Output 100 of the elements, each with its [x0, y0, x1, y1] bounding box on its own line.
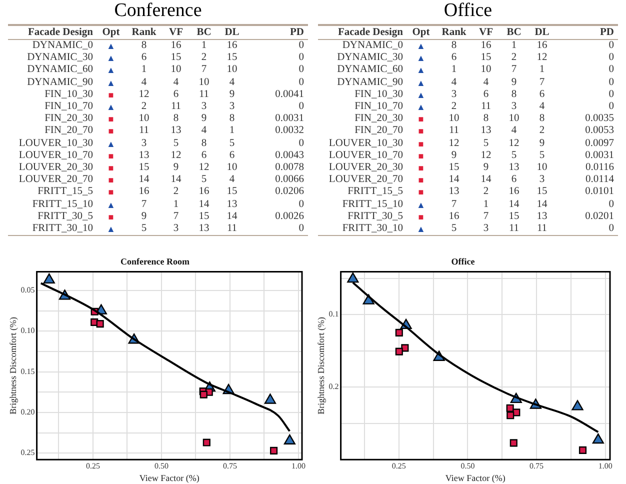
text: 16 — [138, 186, 150, 198]
text: FRITT_15_10 — [342, 198, 403, 210]
text: 14 — [170, 174, 182, 186]
text: 1 — [229, 125, 235, 136]
text: 13 — [536, 210, 548, 222]
text: 11 — [170, 101, 182, 112]
y-tick-label: 0.10 — [20, 326, 35, 336]
text: 11 — [508, 223, 520, 234]
text: 11 — [138, 125, 150, 136]
text: DYNAMIC_90 — [337, 76, 403, 88]
chart-title: Conference Room — [120, 256, 190, 267]
text: 9 — [539, 138, 545, 149]
text: ▲ — [416, 41, 426, 51]
text: 1 — [451, 64, 457, 76]
text: 0.0053 — [585, 125, 614, 136]
text: LOUVER_20_30 — [18, 162, 93, 174]
text: 0.0032 — [275, 125, 304, 136]
x-tick-label: 0.50 — [154, 461, 168, 470]
text: ▲ — [106, 200, 116, 210]
text: 9 — [201, 113, 207, 124]
text: ■ — [108, 126, 114, 136]
text: ▲ — [416, 53, 426, 64]
category-label: Opt — [406, 25, 436, 40]
text: 13 — [508, 162, 520, 174]
text: 12 — [536, 52, 548, 64]
category-label: Facade Design — [318, 25, 406, 40]
text: 0.0043 — [275, 150, 304, 161]
text: 0 — [608, 101, 614, 112]
text: 0.0097 — [585, 138, 614, 149]
text: LOUVER_10_30 — [18, 138, 93, 149]
category-label: DL — [528, 25, 556, 40]
text: 6 — [511, 174, 517, 186]
text: 16 — [198, 186, 210, 198]
text: 0 — [608, 40, 614, 51]
x-axis-title: View Factor (%) — [139, 472, 200, 483]
text: 14 — [138, 174, 150, 186]
y-tick-label: 0.05 — [20, 286, 35, 295]
text: ■ — [418, 114, 424, 124]
text: FIN_10_70 — [354, 101, 403, 112]
category-label: BC — [500, 25, 528, 40]
category-label: Opt — [96, 25, 126, 40]
text: FIN_20_70 — [44, 125, 93, 136]
text: FIN_20_70 — [354, 125, 403, 136]
text: 1 — [201, 40, 207, 51]
category-label: PD — [246, 25, 308, 40]
text: 10 — [448, 113, 460, 124]
text: 4 — [483, 76, 489, 88]
text: DYNAMIC_90 — [27, 76, 93, 88]
text: ■ — [108, 212, 114, 222]
text: FIN_10_70 — [44, 101, 93, 112]
text: 5 — [451, 223, 457, 234]
text: ▲ — [416, 65, 426, 76]
text: 5 — [201, 174, 207, 186]
text: 0 — [608, 64, 614, 76]
category-label: Facade Design — [8, 25, 96, 40]
text: FRITT_15_10 — [32, 198, 93, 210]
x-tick-label: 0.50 — [460, 461, 475, 470]
text: 3 — [201, 101, 207, 112]
text: ■ — [418, 126, 424, 136]
text: Office — [442, 0, 494, 22]
text: 15 — [198, 210, 210, 222]
text: 0.0116 — [586, 162, 614, 174]
text: 15 — [170, 52, 182, 64]
text: ▲ — [416, 90, 426, 100]
text: 9 — [229, 88, 235, 100]
text: 3 — [511, 101, 517, 112]
text: 4 — [539, 101, 545, 112]
text: ▲ — [106, 65, 116, 76]
text: DYNAMIC_0 — [32, 40, 93, 51]
text: 8 — [511, 88, 517, 100]
text: 2 — [483, 186, 489, 198]
text: 5 — [483, 138, 489, 149]
text: 12 — [448, 138, 460, 149]
text: 11 — [536, 223, 548, 234]
text: 3 — [229, 101, 235, 112]
text: DYNAMIC_60 — [337, 64, 403, 76]
text: 0 — [298, 138, 304, 149]
text: 1 — [511, 40, 517, 51]
text: 13 — [480, 125, 492, 136]
category-label: PD — [556, 25, 618, 40]
y-axis-title: Brightness Discomfort (%) — [316, 316, 326, 414]
text: 0.0031 — [275, 113, 304, 124]
text: 1 — [539, 64, 545, 76]
text: 2 — [141, 101, 147, 112]
text: 1 — [483, 198, 489, 210]
text: 13 — [226, 198, 238, 210]
text: ▲ — [416, 102, 426, 112]
text: FRITT_30_5 — [38, 210, 93, 222]
text: 3 — [451, 88, 457, 100]
text: 0.0031 — [585, 150, 614, 161]
text: 0 — [608, 88, 614, 100]
text: LOUVER_10_70 — [328, 150, 403, 161]
text: 11 — [448, 125, 460, 136]
text: ▲ — [106, 102, 116, 112]
text: 15 — [448, 162, 460, 174]
text: ■ — [108, 114, 114, 124]
text: ■ — [418, 175, 424, 186]
text: 0 — [298, 40, 304, 51]
text: 7 — [483, 210, 489, 222]
text: ■ — [418, 138, 424, 149]
